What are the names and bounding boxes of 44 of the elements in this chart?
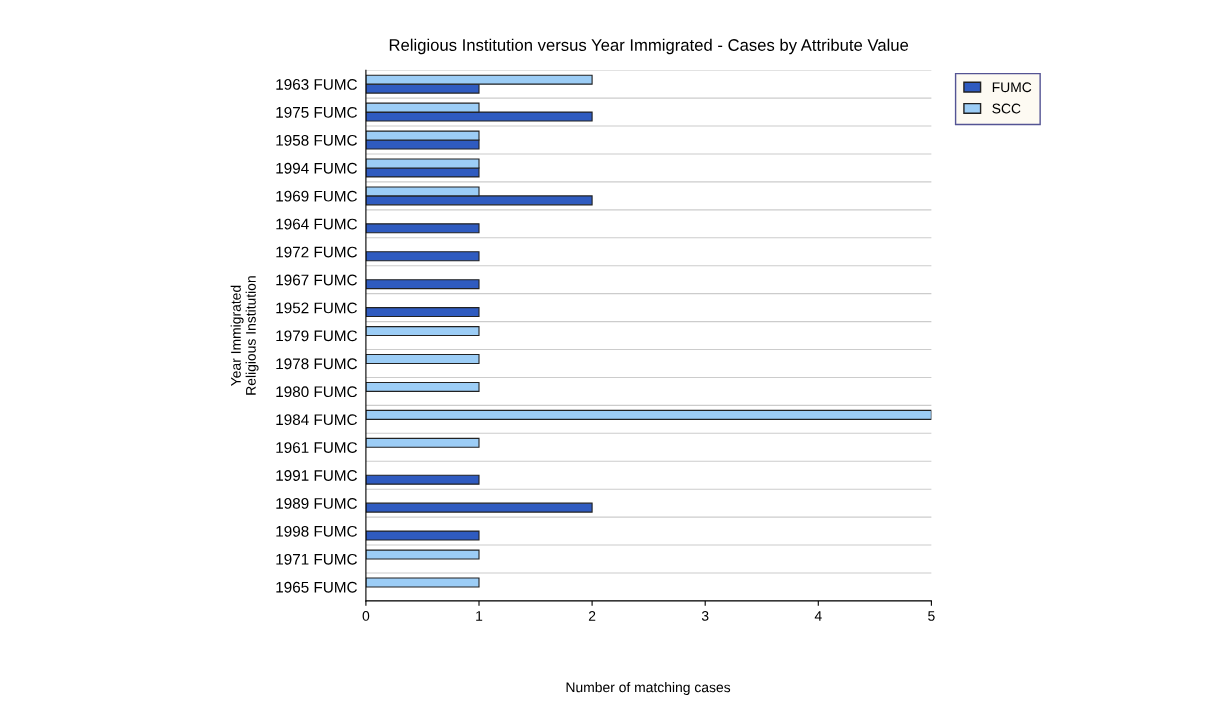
y-tick-label: 1967 FUMC (276, 274, 357, 286)
x-tick-label: 2 (588, 611, 596, 621)
bar (365, 223, 480, 234)
y-tick-label: 1978 FUMC (276, 358, 357, 370)
y-axis-title: Year Immigrated Religious Institution (230, 276, 259, 395)
x-tick-label: 3 (701, 611, 709, 621)
legend-label: SCC (992, 103, 1021, 114)
bar (365, 502, 593, 513)
y-tick-label: 1989 FUMC (276, 498, 357, 509)
y-tick-label: 1965 FUMC (276, 581, 357, 593)
y-tick-label: 1958 FUMC (276, 134, 357, 146)
y-tick-label: 1972 FUMC (276, 246, 357, 258)
x-tick-label: 4 (814, 611, 822, 621)
y-tick-label: 1969 FUMC (276, 190, 357, 202)
bar (365, 409, 932, 420)
bar (365, 381, 480, 392)
bar (365, 353, 480, 365)
y-tick-label: 1979 FUMC (276, 330, 357, 342)
y-tick-label: 1994 FUMC (276, 162, 357, 174)
bar (365, 307, 480, 318)
y-tick-label: 1998 FUMC (276, 525, 357, 537)
x-tick-label: 1 (476, 611, 483, 621)
y-tick-label: 1984 FUMC (276, 414, 357, 426)
bar (365, 437, 480, 448)
bar (365, 279, 480, 290)
y-tick-label: 1964 FUMC (276, 218, 357, 230)
chart-title: Religious Institution versus Year Immigrated - Cases by Attribute Value (389, 38, 909, 55)
bar (365, 577, 480, 588)
bar (365, 326, 480, 337)
y-tick-label: 1980 FUMC (276, 386, 357, 398)
bar (365, 549, 480, 560)
y-tick-label: 1991 FUMC (276, 470, 357, 481)
bar (365, 251, 480, 262)
bar (365, 474, 480, 485)
x-axis-title: Number of matching cases (566, 682, 731, 695)
y-tick-label: 1952 FUMC (276, 302, 357, 314)
y-tick-label: 1971 FUMC (276, 553, 357, 565)
y-tick-label: 1975 FUMC (276, 106, 357, 118)
x-tick-label: 5 (928, 611, 935, 621)
legend-label: FUMC (992, 82, 1032, 93)
y-tick-label: 1963 FUMC (276, 79, 357, 90)
x-tick-label: 0 (362, 611, 370, 621)
y-tick-label: 1961 FUMC (276, 442, 357, 453)
bar (365, 530, 480, 541)
